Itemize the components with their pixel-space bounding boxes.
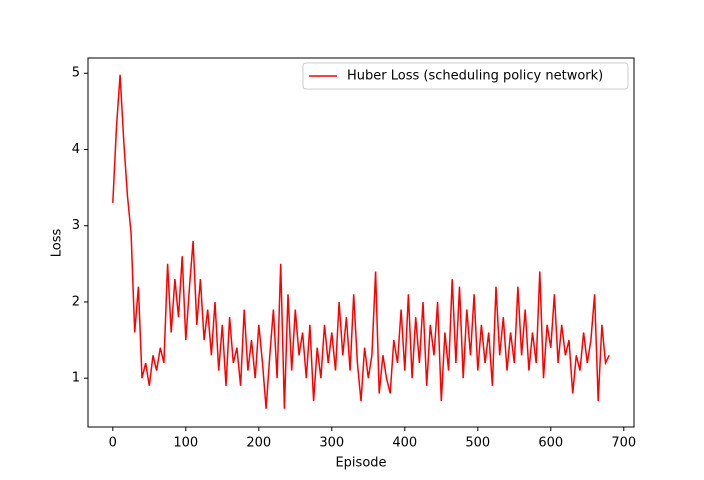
y-tick-label: 3: [72, 218, 80, 233]
y-axis-label: Loss: [50, 229, 65, 258]
x-tick-label: 500: [465, 436, 490, 451]
x-tick-label: 600: [538, 436, 563, 451]
x-tick-label: 0: [109, 436, 117, 451]
y-tick-label: 4: [72, 142, 80, 157]
y-tick-label: 1: [72, 371, 80, 386]
x-tick-label: 300: [319, 436, 344, 451]
x-tick-label: 200: [246, 436, 271, 451]
x-tick-label: 400: [392, 436, 417, 451]
x-tick-label: 100: [173, 436, 198, 451]
legend-label: Huber Loss (scheduling policy network): [347, 69, 603, 84]
plot-frame: [87, 57, 635, 428]
x-tick-label: 700: [611, 436, 636, 451]
y-tick-label: 5: [72, 66, 80, 81]
loss-line: [112, 74, 610, 409]
y-tick-label: 2: [72, 294, 80, 309]
x-axis-label: Episode: [335, 456, 386, 471]
legend-box: [302, 62, 629, 90]
